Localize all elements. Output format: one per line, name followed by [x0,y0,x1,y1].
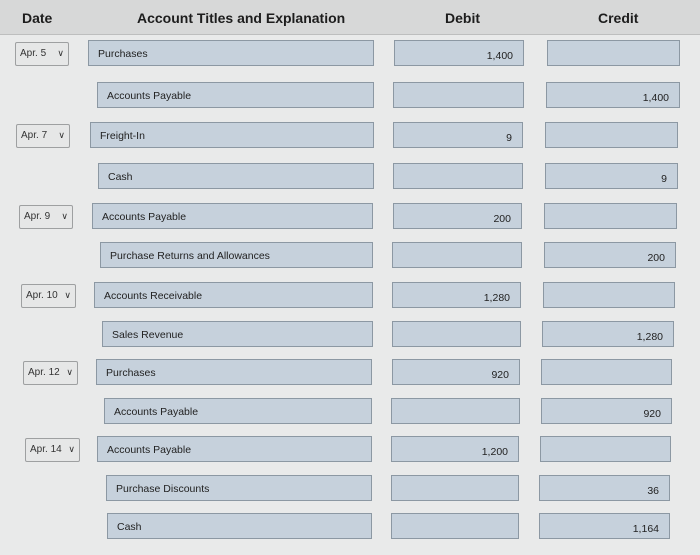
credit-field[interactable]: 1,400 [546,82,680,108]
journal-row: Cash 1,164 [0,513,700,555]
chevron-down-icon: ∨ [64,290,71,300]
chevron-down-icon: ∨ [68,444,75,454]
date-select[interactable]: Apr. 9 ∨ [19,205,73,229]
journal-row: Apr. 7 ∨ Freight-In 9 [0,122,700,164]
journal-row: Accounts Payable 920 [0,398,700,440]
debit-field[interactable] [393,163,523,189]
table-header: Date Account Titles and Explanation Debi… [0,0,700,35]
debit-column-header: Debit [445,10,480,26]
journal-row: Cash 9 [0,163,700,205]
debit-field[interactable]: 200 [393,203,522,229]
account-field[interactable]: Accounts Payable [104,398,372,424]
debit-field[interactable] [391,475,519,501]
account-column-header: Account Titles and Explanation [137,10,346,26]
account-field[interactable]: Purchases [96,359,372,385]
account-field[interactable]: Cash [98,163,374,189]
journal-row: Apr. 10 ∨ Accounts Receivable 1,280 [0,282,700,324]
account-field[interactable]: Accounts Payable [97,436,372,462]
credit-field[interactable] [543,282,675,308]
date-value: Apr. 5 [20,48,47,59]
date-value: Apr. 10 [26,290,58,301]
debit-field[interactable]: 9 [393,122,523,148]
journal-row: Purchase Returns and Allowances 200 [0,242,700,284]
debit-field[interactable]: 1,280 [392,282,521,308]
journal-row: Purchase Discounts 36 [0,475,700,517]
account-field[interactable]: Cash [107,513,372,539]
credit-field[interactable] [544,203,677,229]
account-field[interactable]: Freight-In [90,122,374,148]
date-select[interactable]: Apr. 10 ∨ [21,284,76,308]
journal-row: Apr. 12 ∨ Purchases 920 [0,359,700,401]
journal-entry-form: Date Account Titles and Explanation Debi… [0,0,700,539]
credit-field[interactable]: 1,164 [539,513,670,539]
journal-row: Apr. 14 ∨ Accounts Payable 1,200 [0,436,700,478]
credit-column-header: Credit [598,10,639,26]
credit-field[interactable]: 9 [545,163,678,189]
date-select[interactable]: Apr. 12 ∨ [23,361,78,385]
date-value: Apr. 9 [24,211,51,222]
date-value: Apr. 7 [21,130,48,141]
journal-row: Apr. 9 ∨ Accounts Payable 200 [0,203,700,245]
journal-row: Apr. 5 ∨ Purchases 1,400 [0,40,700,82]
date-value: Apr. 14 [30,444,62,455]
journal-row: Accounts Payable 1,400 [0,82,700,124]
debit-field[interactable] [392,242,522,268]
credit-field[interactable]: 36 [539,475,670,501]
debit-field[interactable] [391,513,519,539]
debit-field[interactable]: 920 [392,359,520,385]
chevron-down-icon: ∨ [66,367,73,377]
date-value: Apr. 12 [28,367,60,378]
account-field[interactable]: Purchase Returns and Allowances [100,242,373,268]
credit-field[interactable]: 920 [541,398,672,424]
chevron-down-icon: ∨ [58,130,65,140]
credit-field[interactable] [541,359,672,385]
date-select[interactable]: Apr. 7 ∨ [16,124,70,148]
chevron-down-icon: ∨ [57,48,64,58]
date-select[interactable]: Apr. 5 ∨ [15,42,69,66]
credit-field[interactable]: 1,280 [542,321,674,347]
account-field[interactable]: Purchases [88,40,374,66]
account-field[interactable]: Accounts Payable [92,203,373,229]
debit-field[interactable]: 1,400 [394,40,524,66]
debit-field[interactable]: 1,200 [391,436,519,462]
account-field[interactable]: Accounts Payable [97,82,374,108]
credit-field[interactable] [545,122,678,148]
debit-field[interactable] [392,321,521,347]
chevron-down-icon: ∨ [61,211,68,221]
date-select[interactable]: Apr. 14 ∨ [25,438,80,462]
debit-field[interactable] [393,82,524,108]
account-field[interactable]: Sales Revenue [102,321,373,347]
credit-field[interactable] [540,436,671,462]
date-column-header: Date [22,10,53,26]
account-field[interactable]: Purchase Discounts [106,475,372,501]
credit-field[interactable]: 200 [544,242,676,268]
debit-field[interactable] [391,398,520,424]
credit-field[interactable] [547,40,680,66]
journal-row: Sales Revenue 1,280 [0,321,700,363]
account-field[interactable]: Accounts Receivable [94,282,373,308]
